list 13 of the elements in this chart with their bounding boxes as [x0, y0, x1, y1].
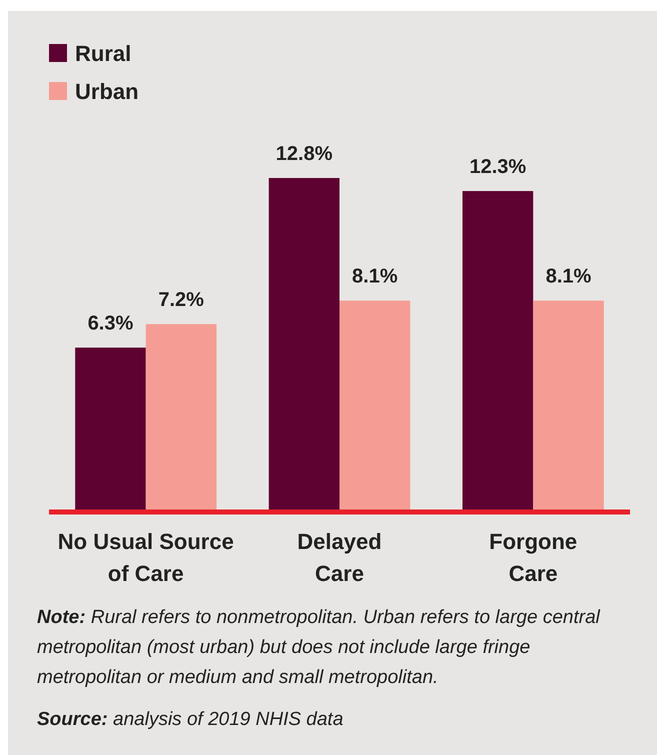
data-label: 12.3%	[469, 156, 526, 178]
x-tick-label: Delayed Care	[297, 529, 382, 586]
source-note: Source: analysis of 2019 NHIS data	[37, 709, 344, 730]
data-label: 8.1%	[352, 266, 398, 288]
data-label: 6.3%	[88, 312, 134, 335]
data-label: 12.8%	[276, 143, 333, 165]
text: Note: Rural refers to nonmetropolitan. Urban refers to large central metropolitan (most urban) but does not include large fringe metropolitan or medium and small metropolitan.	[37, 607, 600, 688]
legend-label: Rural	[75, 41, 132, 66]
data-label: 7.2%	[158, 289, 204, 312]
x-tick-label: No Usual Source of Care	[58, 529, 234, 586]
x-tick-label: Forgone Care	[489, 529, 578, 586]
legend-label: Urban	[75, 79, 139, 104]
data-label: 8.1%	[546, 266, 592, 288]
